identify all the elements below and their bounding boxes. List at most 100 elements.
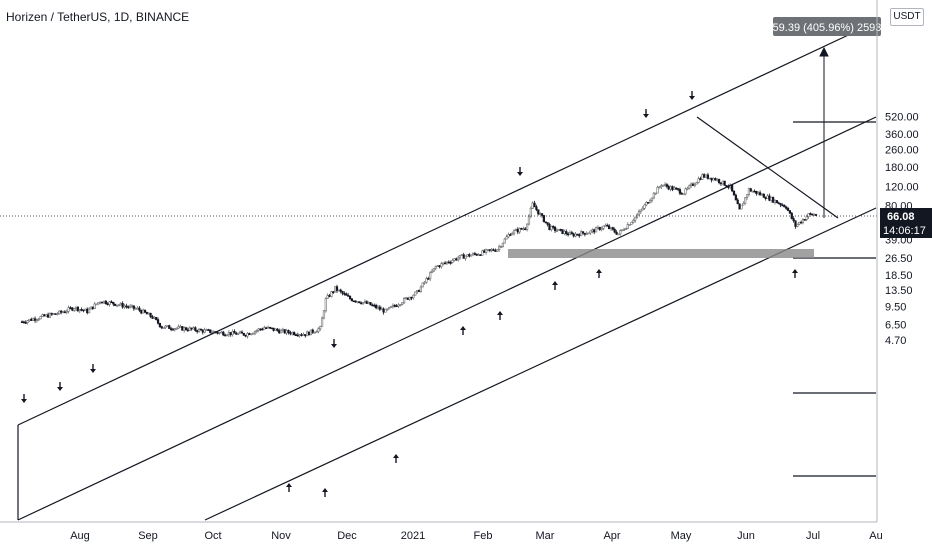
candle-body (166, 325, 169, 327)
candle-body (660, 185, 663, 188)
resistance-arrow-icon (21, 394, 27, 403)
candle (639, 209, 642, 214)
candle-body (63, 311, 66, 314)
channel-middle-line (17, 116, 877, 521)
candle-body (156, 319, 160, 324)
candle (149, 312, 152, 319)
time-tick-label: May (671, 530, 692, 542)
symbol-title[interactable]: Horizen / TetherUS, 1D, BINANCE (6, 10, 190, 24)
candle (570, 230, 573, 235)
candle-body (801, 219, 805, 223)
time-axis[interactable]: Aug Sep Oct Nov Dec 2021 Feb Mar Apr May Jun Jul Au (70, 530, 883, 542)
resistance-arrow-icon (57, 382, 63, 391)
candle-body (410, 296, 413, 299)
candle-body (496, 249, 499, 252)
candle-body (436, 265, 439, 267)
candle (665, 182, 668, 189)
candle-body (628, 224, 631, 226)
resistance-arrow-icon (517, 167, 523, 176)
candle (423, 281, 426, 285)
support-arrow-icon (552, 281, 558, 290)
arrow-head (596, 269, 602, 273)
candle-body (764, 197, 767, 199)
candle-body (520, 228, 523, 230)
candle-body (785, 206, 788, 209)
candle-body (328, 295, 331, 297)
candle (505, 234, 508, 240)
candle (332, 290, 335, 295)
candle-body (453, 258, 456, 261)
candle (166, 325, 169, 328)
candle-body (127, 306, 130, 308)
candle-body (164, 325, 167, 328)
candle (132, 305, 135, 311)
candle (334, 286, 337, 293)
candle (361, 302, 365, 306)
candle (501, 242, 504, 248)
candle-body (250, 333, 253, 336)
candle-body (600, 228, 603, 230)
candle (656, 185, 659, 194)
candle (425, 276, 428, 284)
candle-body (772, 197, 775, 203)
candle (526, 223, 529, 232)
candle (440, 261, 443, 269)
candle-body (86, 308, 89, 314)
candle-body (401, 302, 404, 305)
candle-body (45, 314, 48, 317)
candle-body (89, 306, 93, 310)
candle (93, 301, 96, 309)
candle-body (583, 232, 586, 235)
candle-body (585, 233, 588, 235)
candle-body (76, 306, 80, 312)
candle-body (162, 327, 165, 329)
candle (67, 305, 70, 314)
candle-body (235, 332, 238, 335)
candle-body (186, 329, 189, 332)
measure-label: 259.39 (405.96%) 25939 (766, 22, 887, 34)
candle (540, 213, 544, 218)
candle (561, 229, 564, 235)
candle-body (594, 227, 598, 233)
candle-body (293, 332, 296, 335)
candle (470, 254, 473, 257)
candle (775, 200, 778, 204)
candle (287, 329, 290, 335)
candle (744, 197, 747, 205)
candle (589, 230, 592, 235)
candle (630, 221, 633, 225)
candle-body (680, 193, 683, 195)
candle (319, 325, 322, 331)
candle-body (335, 286, 339, 291)
candle-body (602, 225, 605, 229)
price-axis[interactable]: 520.00360.00260.00180.00120.0080.0039.00… (885, 112, 919, 347)
arrow-markers (21, 91, 798, 497)
candle (484, 248, 488, 255)
candle-body (507, 234, 510, 238)
currency-unit-button[interactable]: USDT (890, 8, 924, 26)
candle-body (367, 302, 370, 304)
candle-body (171, 328, 175, 331)
candle (311, 328, 314, 334)
candle-body (654, 192, 657, 195)
support-arrow-icon (393, 454, 399, 463)
candle-body (619, 230, 622, 235)
price-tick-label: 4.70 (885, 335, 906, 347)
candle-body (486, 249, 490, 251)
candle-body (227, 332, 230, 336)
candle-body (593, 229, 596, 233)
candle-body (699, 178, 702, 180)
candle-body (470, 254, 473, 257)
candle-body (546, 222, 549, 225)
candle-body (160, 326, 163, 329)
candle-body (518, 228, 521, 233)
candle (533, 200, 536, 208)
candle-body (291, 332, 294, 335)
candle (345, 292, 348, 296)
candle-body (576, 233, 579, 236)
time-tick-label: Au (869, 530, 882, 542)
candle (76, 306, 80, 313)
candle-body (740, 204, 743, 210)
candle-body (712, 178, 715, 181)
